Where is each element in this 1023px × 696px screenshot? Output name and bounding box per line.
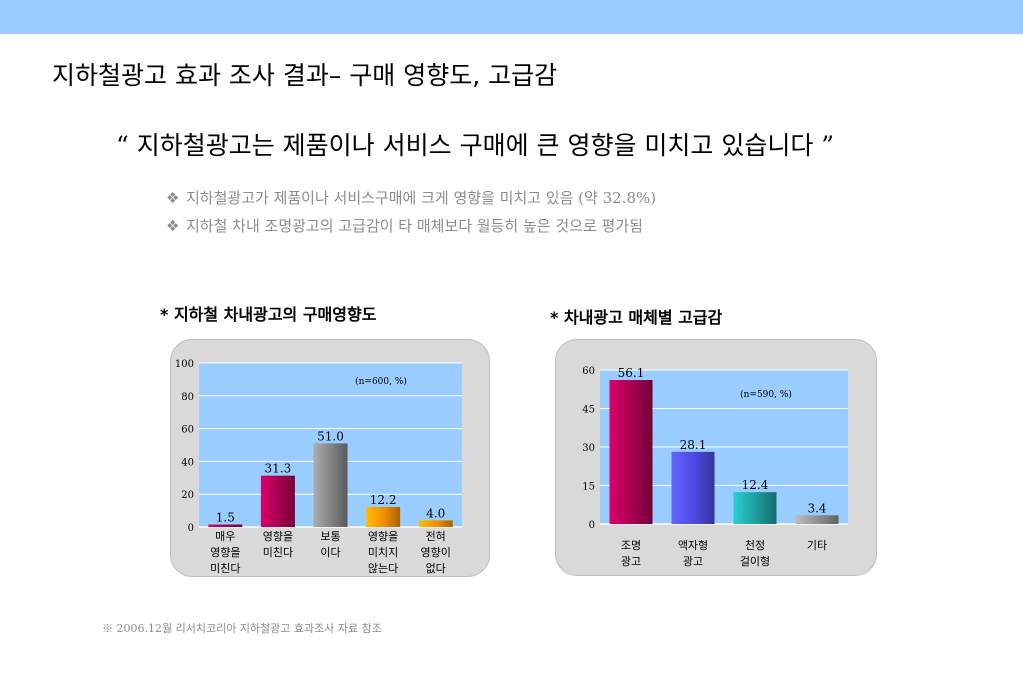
category-label: 광고 [683, 555, 703, 568]
headline-quote: “ 지하철광고는 제품이나 서비스 구매에 큰 영향을 미치고 있습니다 ” [116, 131, 835, 160]
y-tick-label: 20 [181, 490, 194, 501]
category-label: 않는다 [368, 562, 398, 575]
diamond-bullet-icon: ❖ [166, 189, 180, 207]
bar [671, 451, 715, 524]
category-label: 영향을 [368, 530, 398, 543]
category-label: 액자형 [678, 539, 708, 552]
bar [313, 443, 348, 527]
category-label: 매우 [215, 530, 235, 543]
top-banner [0, 0, 1023, 34]
sample-size-note: (n=590, %) [740, 389, 792, 400]
finding-item: ❖ 지하철광고가 제품이나 서비스구매에 크게 영향을 미치고 있음 (약 32.… [166, 184, 656, 212]
data-label: 4.0 [426, 506, 445, 520]
sample-size-note: (n=600, %) [355, 376, 407, 387]
bar [733, 492, 777, 524]
y-tick-label: 60 [582, 366, 595, 377]
page-title: 지하철광고 효과 조사 결과– 구매 영향도, 고급감 [52, 61, 558, 90]
bar [260, 475, 295, 527]
y-tick-label: 80 [181, 392, 194, 403]
data-label: 12.4 [742, 478, 769, 492]
data-label: 12.2 [370, 493, 397, 507]
data-label: 56.1 [618, 366, 645, 380]
category-label: 영향이 [421, 546, 451, 559]
y-tick-label: 40 [181, 457, 194, 468]
chart-title-purchase-influence: * 지하철 차내광고의 구매영향도 [160, 305, 377, 324]
bar [418, 520, 453, 527]
chart-panel-purchase-influence: 0 20 40 60 80 100 (n=600, %) 1.5 매우 영향을 미친다 31.3 영향을… [170, 339, 490, 577]
bar [208, 524, 243, 527]
category-label: 전혀 [426, 530, 446, 543]
data-label: 31.3 [265, 462, 292, 476]
category-label: 이다 [320, 546, 340, 559]
y-tick-label: 30 [582, 443, 595, 454]
category-label: 미친다 [210, 562, 240, 575]
category-label: 미친다 [263, 546, 293, 559]
bar [366, 506, 401, 527]
category-label: 광고 [621, 555, 641, 568]
category-label: 걸이형 [740, 555, 770, 568]
category-label: 천정 [745, 538, 765, 552]
data-label: 3.4 [807, 501, 826, 515]
finding-item: ❖ 지하철 차내 조명광고의 고급감이 타 매체보다 월등히 높은 것으로 평가됨 [166, 212, 656, 240]
category-label: 조명 [621, 539, 641, 552]
finding-text: 지하철광고가 제품이나 서비스구매에 크게 영향을 미치고 있음 (약 32.8… [186, 189, 657, 207]
finding-text: 지하철 차내 조명광고의 고급감이 타 매체보다 월등히 높은 것으로 평가됨 [186, 217, 643, 235]
category-label: 없다 [426, 562, 446, 575]
bar [795, 515, 839, 524]
data-label: 51.0 [317, 429, 344, 443]
category-label: 기타 [807, 539, 827, 552]
y-tick-label: 15 [582, 482, 595, 493]
category-label: 영향을 [263, 530, 293, 543]
category-label: 영향을 [210, 546, 240, 559]
y-tick-label: 60 [181, 425, 194, 436]
key-findings: ❖ 지하철광고가 제품이나 서비스구매에 크게 영향을 미치고 있음 (약 32.… [166, 184, 656, 240]
bar [609, 380, 653, 524]
category-label: 보통 [320, 530, 340, 543]
y-tick-label: 100 [175, 359, 194, 370]
chart-title-premium-feel: * 차내광고 매체별 고급감 [550, 308, 723, 327]
data-label: 28.1 [680, 438, 707, 452]
data-label: 1.5 [216, 511, 235, 525]
y-tick-label: 0 [589, 520, 595, 531]
y-tick-label: 0 [188, 523, 194, 534]
diamond-bullet-icon: ❖ [166, 217, 180, 235]
y-tick-label: 45 [582, 405, 595, 416]
category-label: 미치지 [368, 546, 398, 559]
source-note: ※ 2006.12월 리서치코리아 지하철광고 효과조사 자료 참조 [102, 622, 382, 635]
